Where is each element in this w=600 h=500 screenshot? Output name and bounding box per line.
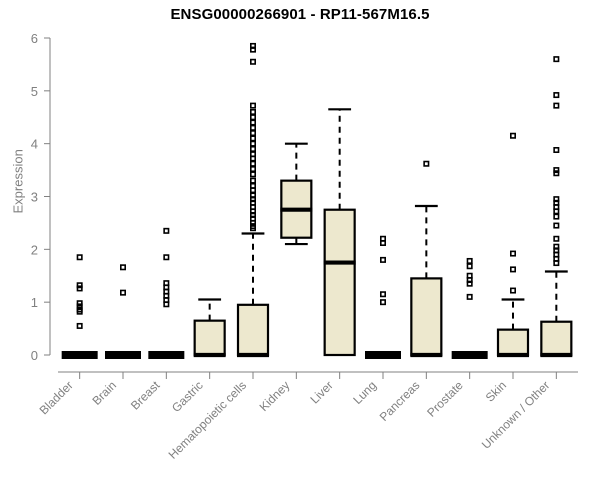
- boxplot-group[interactable]: [280, 142, 313, 246]
- outlier-point: [250, 171, 257, 178]
- y-axis-tick-label: 2: [31, 242, 38, 257]
- x-axis-category-label: Hematopoietic cells: [166, 378, 249, 461]
- outlier-point: [250, 102, 257, 109]
- boxplot-group[interactable]: [236, 42, 270, 358]
- outlier-point: [466, 293, 473, 300]
- outlier-point: [553, 147, 560, 154]
- boxplot-group[interactable]: [451, 257, 488, 359]
- outlier-point: [553, 167, 560, 174]
- boxplot-group[interactable]: [148, 227, 185, 359]
- outlier-point: [76, 282, 83, 289]
- outlier-point: [553, 208, 560, 215]
- outlier-point: [163, 301, 170, 308]
- box-iqr: [323, 208, 356, 357]
- outlier-point: [250, 166, 257, 173]
- box-collapsed: [148, 351, 185, 359]
- outlier-point: [163, 254, 170, 261]
- y-axis-tick-label: 5: [31, 84, 38, 99]
- x-axis-category-label: Brain: [89, 378, 119, 408]
- outlier-point: [509, 266, 516, 273]
- outlier-point: [250, 177, 257, 184]
- box-iqr: [496, 328, 530, 357]
- outlier-point: [250, 124, 257, 131]
- x-axis-category-label: Kidney: [257, 378, 293, 414]
- outlier-point: [250, 160, 257, 167]
- box-iqr: [410, 277, 443, 357]
- outlier-point: [163, 227, 170, 234]
- outlier-point: [553, 222, 560, 229]
- boxplot-group[interactable]: [540, 56, 573, 358]
- y-axis-tick-label: 0: [31, 348, 38, 363]
- outlier-point: [553, 92, 560, 99]
- outlier-point: [120, 264, 127, 271]
- x-axis-category-label: Prostate: [424, 378, 466, 420]
- outlier-point: [250, 58, 257, 65]
- box-collapsed: [365, 351, 401, 359]
- outlier-point: [553, 102, 560, 109]
- outlier-point: [379, 299, 386, 306]
- x-axis-category-label: Skin: [483, 378, 509, 404]
- outlier-point: [553, 56, 560, 63]
- y-axis-tick-label: 3: [31, 190, 38, 205]
- outlier-point: [250, 114, 257, 121]
- box-collapsed: [61, 351, 98, 359]
- outlier-point: [120, 289, 127, 296]
- outlier-point: [509, 132, 516, 139]
- outlier-point: [553, 235, 560, 242]
- box-collapsed: [105, 351, 141, 359]
- outlier-point: [250, 219, 257, 226]
- outlier-point: [250, 108, 257, 115]
- outlier-point: [250, 187, 257, 194]
- outlier-point: [379, 239, 386, 246]
- outlier-point: [76, 308, 83, 315]
- outlier-point: [250, 155, 257, 162]
- x-axis-category-label: Liver: [307, 378, 335, 406]
- outlier-point: [76, 285, 83, 292]
- outlier-point: [553, 213, 560, 220]
- outlier-point: [379, 256, 386, 263]
- box-iqr: [236, 303, 270, 357]
- x-axis-category-label: Bladder: [37, 378, 76, 417]
- outlier-point: [466, 280, 473, 287]
- outlier-point: [76, 303, 83, 310]
- outlier-point: [509, 287, 516, 294]
- boxplot-group[interactable]: [193, 298, 226, 358]
- box-iqr: [193, 319, 226, 357]
- chart-title: ENSG00000266901 - RP11-567M16.5: [170, 6, 430, 23]
- x-axis-category-label: Breast: [128, 378, 163, 413]
- outlier-point: [250, 225, 257, 232]
- outlier-point: [553, 260, 560, 267]
- outlier-point: [466, 263, 473, 270]
- boxplot-group[interactable]: [496, 132, 530, 358]
- boxplot-group[interactable]: [105, 264, 141, 359]
- outlier-point: [250, 135, 257, 142]
- outlier-point: [76, 300, 83, 307]
- outlier-point: [553, 170, 560, 177]
- outlier-point: [466, 257, 473, 264]
- y-axis-tick-label: 4: [31, 137, 38, 152]
- outlier-point: [250, 140, 257, 147]
- outlier-point: [379, 291, 386, 298]
- y-axis-tick-label: 6: [31, 31, 38, 46]
- outlier-point: [509, 250, 516, 257]
- outlier-point: [250, 130, 257, 137]
- outlier-point: [250, 119, 257, 126]
- outlier-point: [76, 254, 83, 261]
- outlier-point: [250, 46, 257, 53]
- x-axis-category-label: Gastric: [169, 378, 206, 415]
- boxplot-group[interactable]: [410, 160, 443, 358]
- x-axis-category-label: Lung: [350, 378, 379, 407]
- x-axis-category-label: Pancreas: [377, 378, 423, 424]
- boxplot-group[interactable]: [323, 108, 356, 357]
- box-collapsed: [451, 351, 488, 359]
- y-axis-tick-label: 1: [31, 295, 38, 310]
- box-iqr: [540, 320, 573, 357]
- outlier-point: [76, 322, 83, 329]
- boxplot-group[interactable]: [365, 235, 401, 359]
- outlier-point: [250, 145, 257, 152]
- outlier-point: [423, 160, 430, 167]
- boxplot-group[interactable]: [61, 254, 98, 359]
